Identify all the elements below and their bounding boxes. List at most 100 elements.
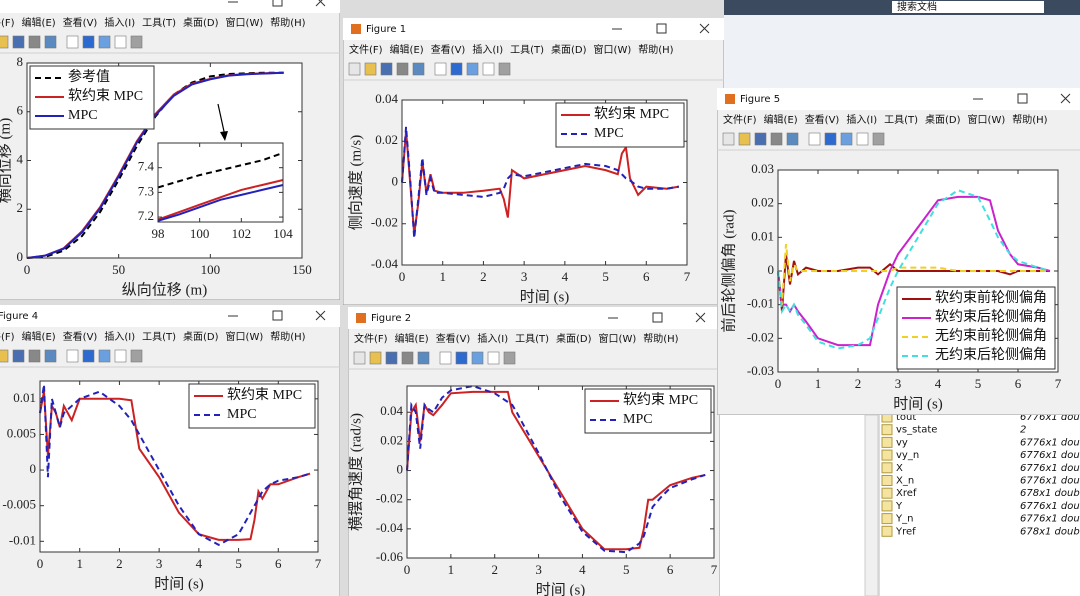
toolbar-button[interactable] xyxy=(130,35,143,49)
toolbar-button[interactable] xyxy=(840,132,853,146)
toolbar-button[interactable] xyxy=(114,35,127,49)
menu-item[interactable]: 插入(I) xyxy=(477,332,508,345)
toolbar-button[interactable] xyxy=(401,351,414,365)
toolbar-button[interactable] xyxy=(738,132,751,146)
toolbar-button[interactable] xyxy=(44,35,57,49)
menu-item[interactable]: 编辑(E) xyxy=(22,330,56,343)
menu-item[interactable]: 文件(F) xyxy=(0,16,15,29)
toolbar-button[interactable] xyxy=(856,132,869,146)
menu-item[interactable]: 工具(T) xyxy=(884,114,918,126)
toolbar-button[interactable] xyxy=(466,62,479,76)
close-button[interactable] xyxy=(699,23,710,34)
toolbar-button[interactable] xyxy=(98,35,111,49)
toolbar-button[interactable] xyxy=(380,62,393,76)
menu-item[interactable]: 帮助(H) xyxy=(270,16,305,29)
variable-name[interactable]: vy xyxy=(896,437,908,448)
menu-item[interactable]: 窗口(W) xyxy=(226,16,264,29)
toolbar-button[interactable] xyxy=(872,132,885,146)
menu-item[interactable]: 编辑(E) xyxy=(390,43,424,56)
menu-item[interactable]: 查看(V) xyxy=(63,330,98,343)
close-button[interactable] xyxy=(315,310,326,321)
variable-name[interactable]: vy_n xyxy=(896,450,919,461)
toolbar-button[interactable] xyxy=(487,351,500,365)
menu-item[interactable]: 帮助(H) xyxy=(638,43,673,56)
menu-item[interactable]: 帮助(H) xyxy=(1012,113,1047,126)
maximize-button[interactable] xyxy=(272,310,283,321)
menu-item[interactable]: 桌面(D) xyxy=(925,113,961,126)
menu-item[interactable]: 编辑(E) xyxy=(395,332,429,345)
toolbar-button[interactable] xyxy=(439,351,452,365)
toolbar-button[interactable] xyxy=(824,132,837,146)
toolbar-button[interactable] xyxy=(28,349,41,363)
toolbar-button[interactable] xyxy=(12,35,25,49)
toolbar-button[interactable] xyxy=(455,351,468,365)
menu-item[interactable]: 文件(F) xyxy=(354,332,388,345)
toolbar-button[interactable] xyxy=(0,349,9,363)
toolbar-button[interactable] xyxy=(770,132,783,146)
toolbar-button[interactable] xyxy=(348,62,361,76)
variable-name[interactable]: Y_n xyxy=(895,514,913,525)
menu-item[interactable]: 桌面(D) xyxy=(556,332,592,345)
menu-item[interactable]: 帮助(H) xyxy=(270,330,305,343)
toolbar-button[interactable] xyxy=(66,349,79,363)
variable-name[interactable]: Yref xyxy=(895,526,916,537)
toolbar-button[interactable] xyxy=(28,35,41,49)
scrollbar[interactable] xyxy=(864,414,879,596)
variable-name[interactable]: X xyxy=(896,463,903,474)
toolbar-button[interactable] xyxy=(364,62,377,76)
menu-item[interactable]: 工具(T) xyxy=(510,44,544,56)
menu-item[interactable]: 文件(F) xyxy=(0,330,15,343)
toolbar-button[interactable] xyxy=(434,62,447,76)
maximize-button[interactable] xyxy=(656,23,667,34)
menu-item[interactable]: 插入(I) xyxy=(104,16,135,29)
toolbar-button[interactable] xyxy=(0,35,9,49)
toolbar-button[interactable] xyxy=(66,35,79,49)
menu-item[interactable]: 窗口(W) xyxy=(599,332,637,345)
menu-item[interactable]: 窗口(W) xyxy=(594,43,632,56)
toolbar-button[interactable] xyxy=(82,349,95,363)
toolbar-button[interactable] xyxy=(82,35,95,49)
menu-item[interactable]: 窗口(W) xyxy=(226,330,264,343)
menu-item[interactable]: 查看(V) xyxy=(805,113,840,126)
toolbar-button[interactable] xyxy=(450,62,463,76)
close-button[interactable] xyxy=(1060,93,1071,104)
toolbar-button[interactable] xyxy=(722,132,735,146)
maximize-button[interactable] xyxy=(272,0,283,7)
variable-name[interactable]: Xref xyxy=(896,488,917,499)
menu-item[interactable]: 插入(I) xyxy=(846,113,877,126)
menu-item[interactable]: 帮助(H) xyxy=(643,332,678,345)
toolbar-button[interactable] xyxy=(385,351,398,365)
toolbar-button[interactable] xyxy=(754,132,767,146)
menu-item[interactable]: 查看(V) xyxy=(436,332,471,345)
toolbar-button[interactable] xyxy=(808,132,821,146)
toolbar-button[interactable] xyxy=(482,62,495,76)
close-button[interactable] xyxy=(695,312,706,323)
menu-item[interactable]: 文件(F) xyxy=(349,43,383,56)
variable-name[interactable]: vs_state xyxy=(896,425,937,436)
menu-item[interactable]: 工具(T) xyxy=(142,17,176,29)
toolbar-button[interactable] xyxy=(12,349,25,363)
toolbar-button[interactable] xyxy=(417,351,430,365)
variable-name[interactable]: Y xyxy=(895,501,903,512)
menu-item[interactable]: 插入(I) xyxy=(472,43,503,56)
close-button[interactable] xyxy=(315,0,326,7)
toolbar-button[interactable] xyxy=(503,351,516,365)
menu-item[interactable]: 编辑(E) xyxy=(764,113,798,126)
toolbar-button[interactable] xyxy=(412,62,425,76)
search-box[interactable] xyxy=(892,1,1044,13)
maximize-button[interactable] xyxy=(1017,93,1028,104)
variable-name[interactable]: X_n xyxy=(896,476,914,487)
menu-item[interactable]: 桌面(D) xyxy=(183,330,219,343)
toolbar-button[interactable] xyxy=(396,62,409,76)
menu-item[interactable]: 编辑(E) xyxy=(22,16,56,29)
menu-item[interactable]: 窗口(W) xyxy=(968,113,1006,126)
menu-item[interactable]: 文件(F) xyxy=(723,113,757,126)
toolbar-button[interactable] xyxy=(786,132,799,146)
toolbar-button[interactable] xyxy=(114,349,127,363)
toolbar-button[interactable] xyxy=(98,349,111,363)
menu-item[interactable]: 查看(V) xyxy=(63,16,98,29)
toolbar-button[interactable] xyxy=(471,351,484,365)
menu-item[interactable]: 桌面(D) xyxy=(551,43,587,56)
toolbar-button[interactable] xyxy=(44,349,57,363)
menu-item[interactable]: 插入(I) xyxy=(104,330,135,343)
